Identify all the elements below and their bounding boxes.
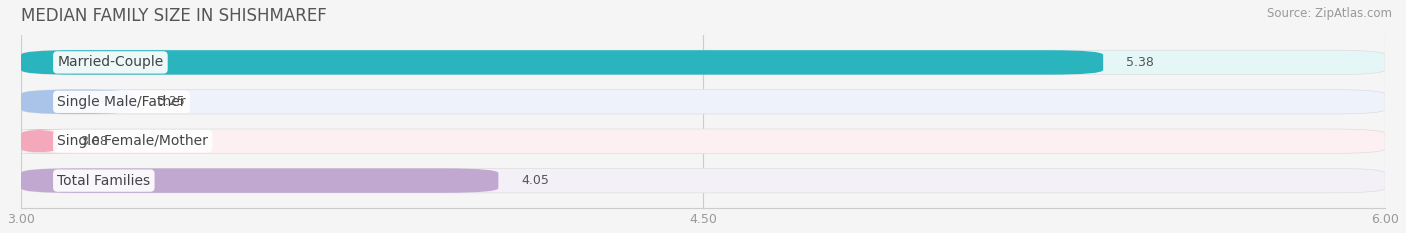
Text: Source: ZipAtlas.com: Source: ZipAtlas.com: [1267, 7, 1392, 20]
FancyBboxPatch shape: [21, 90, 1385, 114]
Text: Married-Couple: Married-Couple: [58, 55, 163, 69]
FancyBboxPatch shape: [21, 90, 135, 114]
Text: Single Female/Mother: Single Female/Mother: [58, 134, 208, 148]
FancyBboxPatch shape: [21, 50, 1104, 75]
FancyBboxPatch shape: [21, 168, 498, 193]
Text: Total Families: Total Families: [58, 174, 150, 188]
FancyBboxPatch shape: [3, 129, 76, 153]
FancyBboxPatch shape: [21, 50, 1385, 75]
FancyBboxPatch shape: [21, 168, 1385, 193]
Text: 5.38: 5.38: [1126, 56, 1154, 69]
Text: 3.25: 3.25: [157, 95, 186, 108]
Text: Single Male/Father: Single Male/Father: [58, 95, 186, 109]
FancyBboxPatch shape: [21, 129, 1385, 153]
Text: 3.08: 3.08: [80, 135, 108, 148]
Text: 4.05: 4.05: [522, 174, 548, 187]
Text: MEDIAN FAMILY SIZE IN SHISHMAREF: MEDIAN FAMILY SIZE IN SHISHMAREF: [21, 7, 326, 25]
